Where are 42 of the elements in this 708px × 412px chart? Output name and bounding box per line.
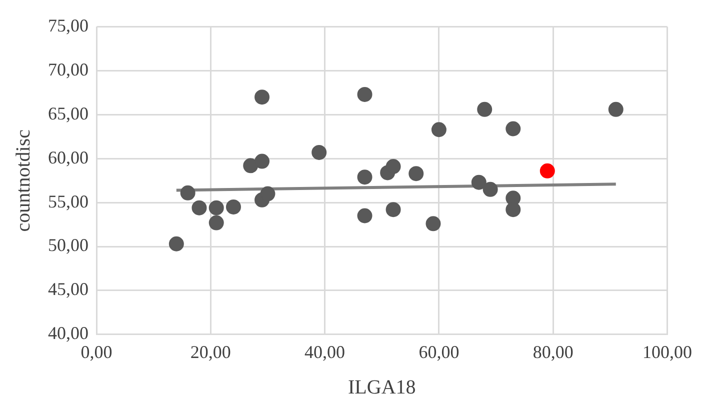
x-tick-label: 20,00 — [190, 342, 231, 362]
x-tick-label: 0,00 — [80, 342, 112, 362]
point — [254, 154, 270, 169]
point — [243, 158, 258, 174]
y-axis-title: countnotdisc — [12, 129, 34, 232]
point — [180, 185, 196, 200]
point — [477, 102, 492, 117]
x-tick-label: 80,00 — [532, 342, 574, 362]
point — [482, 182, 498, 197]
point — [471, 174, 486, 190]
x-tick-label: 40,00 — [304, 342, 346, 362]
y-tick-label: 55,00 — [48, 191, 88, 212]
y-tick-label: 60,00 — [48, 147, 88, 168]
point — [431, 122, 446, 138]
point — [260, 186, 276, 202]
point — [254, 90, 270, 105]
point — [208, 215, 224, 230]
x-axis-title: ILGA18 — [348, 376, 416, 398]
point — [426, 216, 441, 232]
x-tick-label: 100,00 — [642, 342, 692, 362]
point — [226, 199, 241, 214]
x-tick-label: 60,00 — [418, 342, 460, 362]
point — [192, 200, 207, 216]
y-tick-label: 45,00 — [48, 279, 88, 300]
point — [168, 236, 184, 252]
point — [357, 170, 372, 185]
y-tick-label: 50,00 — [48, 235, 88, 256]
y-tick-label: 65,00 — [48, 103, 88, 124]
point — [208, 200, 224, 216]
point — [312, 144, 327, 160]
point — [408, 166, 424, 182]
point — [357, 208, 372, 224]
point — [506, 202, 521, 218]
point — [357, 86, 372, 102]
point — [506, 121, 521, 136]
point — [608, 102, 624, 117]
point — [386, 202, 401, 218]
y-tick-label: 40,00 — [48, 323, 88, 344]
point — [386, 159, 401, 174]
point — [540, 163, 555, 178]
y-tick-label: 75,00 — [48, 16, 88, 36]
y-tick-label: 70,00 — [48, 59, 88, 80]
